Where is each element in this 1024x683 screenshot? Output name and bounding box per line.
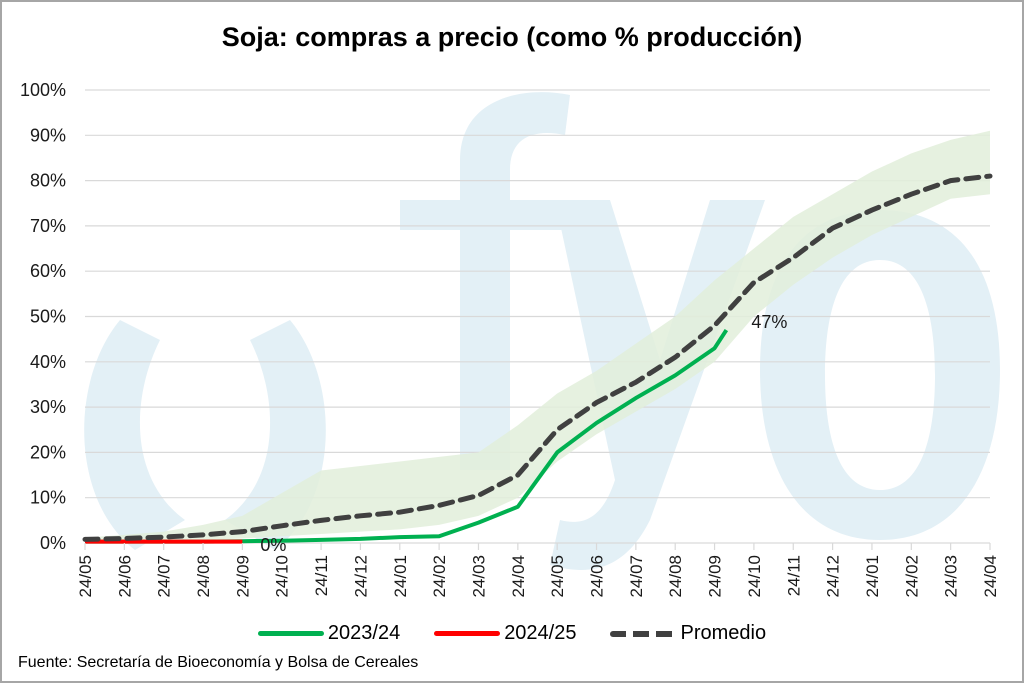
legend-label: 2024/25	[504, 622, 577, 644]
label-2024-25-end: 0%	[260, 535, 286, 555]
x-tick-label: 24/08	[194, 555, 213, 598]
x-axis: 24/05 24/06 24/07 24/08 24/09 24/10 24/11 24/12…	[76, 543, 1000, 598]
x-tick-label: 24/08	[666, 555, 685, 598]
label-2023-24-end: 47%	[751, 312, 787, 332]
legend-label: 2023/24	[327, 622, 401, 644]
x-tick-label: 24/09	[706, 555, 725, 598]
red-line-swatch-icon	[434, 631, 501, 636]
y-tick-label: 60%	[30, 261, 66, 281]
x-tick-label: 24/10	[273, 555, 292, 598]
legend-item-2024-25[interactable]: 2024/25	[434, 622, 576, 645]
series-lines	[82, 173, 993, 544]
y-tick-label: 50%	[30, 307, 66, 327]
x-tick-label: 24/12	[824, 555, 843, 598]
x-tick-label: 24/05	[76, 555, 95, 598]
x-tick-label: 24/11	[784, 555, 803, 596]
x-tick-label: 24/12	[351, 555, 370, 598]
x-tick-label: 24/02	[902, 555, 921, 598]
x-tick-label: 24/10	[745, 555, 764, 598]
legend-label: Promedio	[680, 622, 767, 644]
x-tick-label: 24/04	[981, 555, 1000, 598]
legend-item-2023-24[interactable]: 2023/24	[257, 622, 401, 645]
x-tick-label: 24/03	[942, 555, 961, 598]
x-tick-label: 24/04	[509, 555, 528, 598]
y-tick-label: 90%	[30, 125, 66, 145]
y-tick-label: 100%	[20, 80, 66, 100]
fyo-watermark-logo	[84, 92, 1000, 570]
x-tick-label: 24/02	[430, 555, 449, 598]
x-tick-label: 24/06	[115, 555, 134, 598]
source-note: Fuente: Secretaría de Bioeconomía y Bols…	[18, 654, 419, 671]
y-axis: 0% 10% 20% 30% 40% 50% 60% 70% 80% 90% 100%	[20, 80, 66, 553]
y-tick-label: 40%	[30, 352, 66, 372]
x-tick-label: 24/01	[863, 555, 882, 598]
legend: 2023/24 2024/25 Promedio	[0, 622, 1024, 645]
x-tick-label: 24/03	[469, 555, 488, 598]
x-tick-label: 24/09	[233, 555, 252, 598]
x-tick-label: 24/01	[391, 555, 410, 598]
x-tick-label: 24/06	[588, 555, 607, 598]
y-tick-label: 70%	[30, 216, 66, 236]
x-tick-label: 24/07	[627, 555, 646, 598]
y-tick-label: 80%	[30, 171, 66, 191]
y-tick-label: 20%	[30, 442, 66, 462]
x-tick-label: 24/07	[155, 555, 174, 598]
x-tick-label: 24/11	[312, 555, 331, 596]
y-tick-label: 30%	[30, 397, 66, 417]
x-tick-label: 24/05	[548, 555, 567, 598]
legend-item-promedio[interactable]: Promedio	[610, 622, 766, 645]
green-line-swatch-icon	[257, 631, 324, 636]
chart-title: Soja: compras a precio (como % producció…	[221, 22, 803, 52]
y-tick-label: 10%	[30, 488, 66, 508]
range-band	[85, 130, 990, 542]
dashed-line-swatch-icon	[610, 630, 677, 637]
y-tick-label: 0%	[40, 533, 66, 553]
